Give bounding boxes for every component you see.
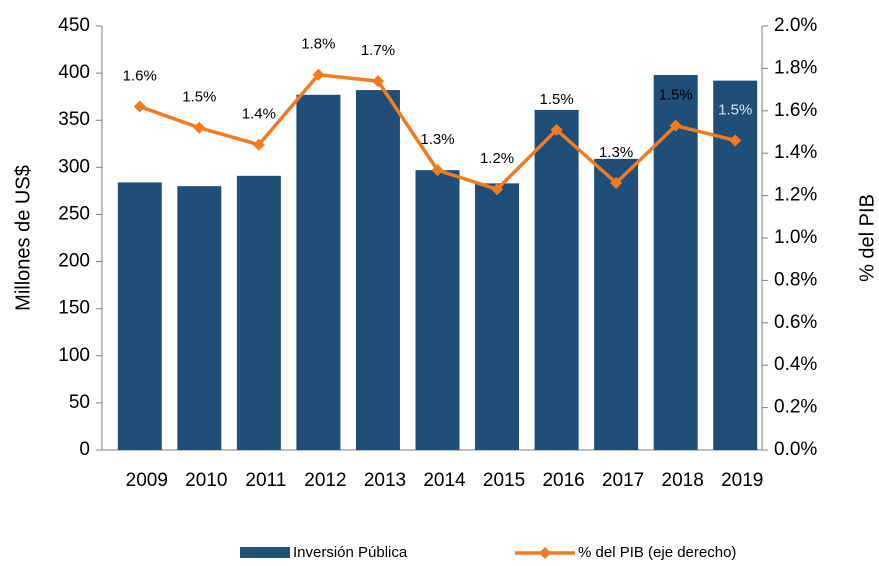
x-tick-label: 2010	[185, 470, 227, 491]
y-tick-label: 450	[58, 15, 90, 36]
x-tick-label: 2015	[483, 470, 525, 491]
y-tick-label: 350	[58, 109, 90, 130]
data-label: 1.5%	[718, 101, 752, 118]
x-tick-label: 2012	[304, 470, 346, 491]
bar	[594, 158, 639, 450]
bar	[475, 183, 520, 450]
legend-label: % del PIB (eje derecho)	[578, 544, 736, 561]
y-tick-label: 50	[69, 392, 90, 413]
marker	[193, 121, 206, 134]
bar	[415, 170, 460, 450]
data-label: 1.2%	[480, 150, 514, 167]
y-tick-label: 300	[58, 156, 90, 177]
data-label: 1.3%	[599, 144, 633, 161]
data-label: 1.5%	[659, 87, 693, 104]
y2-tick-label: 1.6%	[774, 100, 817, 121]
marker	[252, 138, 265, 151]
y2-tick-label: 0.0%	[774, 439, 817, 460]
marker	[550, 123, 563, 136]
y2-tick-label: 0.8%	[774, 269, 817, 290]
x-tick-label: 2018	[662, 470, 704, 491]
bar	[534, 109, 579, 450]
y-tick-label: 400	[58, 62, 90, 83]
bar	[236, 175, 281, 450]
y2-tick-label: 0.2%	[774, 397, 817, 418]
y2-tick-label: 1.8%	[774, 57, 817, 78]
marker	[371, 75, 384, 88]
x-tick-label: 2016	[542, 470, 584, 491]
y2-tick-label: 1.0%	[774, 227, 817, 248]
bar	[177, 186, 222, 450]
x-tick-label: 2014	[423, 470, 466, 491]
marker	[729, 134, 742, 147]
y2-tick-label: 1.2%	[774, 185, 817, 206]
x-tick-label: 2011	[245, 470, 286, 491]
bar	[355, 90, 400, 451]
y2-tick-label: 2.0%	[774, 15, 817, 36]
legend-swatch	[240, 547, 290, 558]
y2-tick-label: 0.6%	[774, 312, 817, 333]
data-label: 1.4%	[242, 106, 276, 123]
x-tick-label: 2019	[721, 470, 763, 491]
y-tick-label: 250	[58, 203, 90, 224]
legend-label: Inversión Pública	[293, 544, 408, 561]
bar	[117, 182, 162, 451]
marker	[610, 176, 623, 189]
data-label: 1.3%	[420, 131, 454, 148]
data-label: 1.6%	[123, 68, 157, 85]
legend-marker	[539, 547, 551, 559]
y2-axis-title: % del PIB	[856, 194, 878, 282]
y-tick-label: 150	[58, 298, 90, 319]
y-axis-title: Millones de US$	[12, 165, 34, 311]
data-label: 1.7%	[361, 42, 395, 59]
y-tick-label: 200	[58, 251, 90, 272]
x-tick-label: 2017	[602, 470, 644, 491]
marker	[133, 100, 146, 113]
marker	[312, 68, 325, 81]
data-label: 1.5%	[182, 89, 216, 106]
bar	[296, 94, 341, 450]
marker	[669, 119, 682, 132]
marker	[431, 164, 444, 177]
y2-tick-label: 0.4%	[774, 354, 817, 375]
y-tick-label: 100	[58, 345, 90, 366]
marker	[491, 183, 504, 196]
data-label: 1.8%	[301, 36, 335, 53]
x-tick-label: 2013	[364, 470, 406, 491]
y-tick-label: 0	[79, 439, 90, 460]
x-tick-label: 2009	[126, 470, 168, 491]
y2-tick-label: 1.4%	[774, 142, 817, 163]
data-label: 1.5%	[539, 91, 573, 108]
